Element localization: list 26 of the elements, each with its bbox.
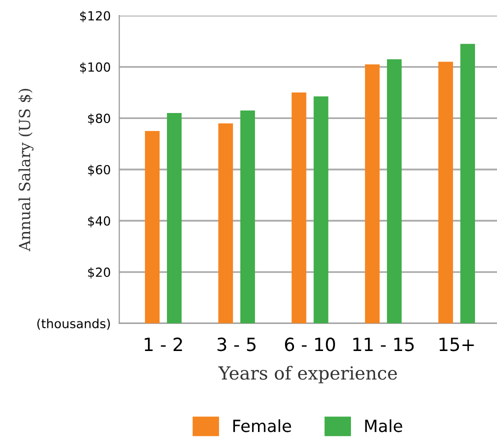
bar bbox=[438, 62, 453, 324]
bar bbox=[240, 110, 255, 324]
bar bbox=[292, 92, 306, 324]
y-tick-label: $80 bbox=[88, 113, 110, 125]
y-tick-label: (thousands) bbox=[37, 318, 110, 330]
y-tick-label: $120 bbox=[80, 10, 110, 22]
legend-label: Male bbox=[365, 419, 402, 432]
x-tick-label: 15+ bbox=[440, 338, 474, 352]
y-tick-label: $100 bbox=[80, 62, 110, 74]
y-tick-label: $60 bbox=[88, 164, 110, 176]
bar bbox=[166, 113, 182, 324]
bar bbox=[218, 123, 233, 324]
x-axis-title: Years of experience bbox=[218, 366, 397, 384]
legend-label: Female bbox=[233, 419, 292, 432]
x-tick-label: 1 - 2 bbox=[144, 338, 182, 351]
x-tick-label: 3 - 5 bbox=[218, 338, 256, 352]
bar bbox=[314, 96, 328, 324]
bar bbox=[364, 64, 380, 324]
y-tick-label: $20 bbox=[88, 267, 110, 279]
bar bbox=[460, 44, 475, 324]
bar bbox=[144, 131, 160, 324]
x-tick-label: 11 - 15 bbox=[353, 338, 414, 352]
bar bbox=[386, 59, 402, 324]
y-axis-title: Annual Salary (US $) bbox=[18, 88, 34, 252]
y-tick-label: $40 bbox=[88, 216, 110, 228]
x-tick-label: 6 - 10 bbox=[285, 338, 336, 352]
